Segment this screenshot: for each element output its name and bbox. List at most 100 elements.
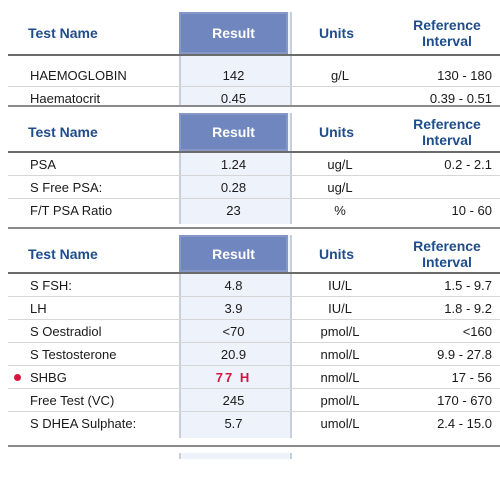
row-divider xyxy=(8,388,500,389)
test-result: 0.28 xyxy=(220,180,247,195)
test-name: S DHEA Sulphate: xyxy=(30,416,137,431)
result-column-stub xyxy=(179,453,292,459)
table-header: Test Name Result Units Reference Interva… xyxy=(8,113,500,151)
test-units: umol/L xyxy=(320,416,360,431)
header-rule xyxy=(8,272,500,274)
test-result: <70 xyxy=(222,324,245,339)
header-reference-interval: Reference Interval xyxy=(402,12,492,54)
header-result: Result xyxy=(179,12,288,54)
test-name: Free Test (VC) xyxy=(30,393,115,408)
test-units: IU/L xyxy=(328,301,352,316)
header-units: Units xyxy=(319,245,354,262)
test-name: F/T PSA Ratio xyxy=(30,203,113,218)
header-rule xyxy=(8,54,500,56)
row-divider xyxy=(8,319,500,320)
table-row: HAEMOGLOBIN 142 g/L 130 - 180 xyxy=(8,64,500,87)
section-divider xyxy=(8,227,500,229)
section-divider xyxy=(8,445,500,447)
header-result: Result xyxy=(179,235,288,272)
row-divider xyxy=(8,296,500,297)
test-result: 142 xyxy=(222,68,245,83)
table-row: S DHEA Sulphate: 5.7 umol/L 2.4 - 15.0 xyxy=(8,412,500,435)
test-reference: 170 - 670 xyxy=(437,393,492,408)
test-result: 23 xyxy=(226,203,241,218)
test-reference: 9.9 - 27.8 xyxy=(437,347,492,362)
test-result: 3.9 xyxy=(224,301,243,316)
section-divider xyxy=(8,105,500,107)
test-name: HAEMOGLOBIN xyxy=(30,68,127,83)
table-row: LH 3.9 IU/L 1.8 - 9.2 xyxy=(8,297,500,320)
test-units: g/L xyxy=(330,68,350,83)
results-table-psa: Test Name Result Units Reference Interva… xyxy=(8,113,500,224)
test-result: 20.9 xyxy=(220,347,247,362)
test-result: 245 xyxy=(222,393,245,408)
table-row: PSA 1.24 ug/L 0.2 - 2.1 xyxy=(8,153,500,176)
abnormal-flag-dot xyxy=(14,374,21,381)
test-units: ug/L xyxy=(327,157,353,172)
table-row-flagged: SHBG 77 H nmol/L 17 - 56 xyxy=(8,366,500,389)
test-units: pmol/L xyxy=(320,393,360,408)
test-name: S Testosterone xyxy=(30,347,117,362)
row-divider xyxy=(8,175,500,176)
test-result: 0.45 xyxy=(220,91,247,106)
table-row: Haematocrit 0.45 0.39 - 0.51 xyxy=(8,87,500,110)
header-test-name: Test Name xyxy=(28,245,98,262)
header-ref-line2: Interval xyxy=(422,253,472,270)
header-ref-line2: Interval xyxy=(422,132,472,148)
row-divider xyxy=(8,86,500,87)
test-reference: 0.39 - 0.51 xyxy=(429,91,492,106)
row-divider xyxy=(8,411,500,412)
test-units: ug/L xyxy=(327,180,353,195)
test-reference: 2.4 - 15.0 xyxy=(437,416,492,431)
test-units: pmol/L xyxy=(320,324,360,339)
test-reference: <160 xyxy=(462,324,492,339)
row-divider xyxy=(8,198,500,199)
table-header: Test Name Result Units Reference Interva… xyxy=(8,12,500,54)
test-reference: 1.8 - 9.2 xyxy=(444,301,492,316)
table-row: S Oestradiol <70 pmol/L <160 xyxy=(8,320,500,343)
header-units: Units xyxy=(319,25,354,41)
table-header: Test Name Result Units Reference Interva… xyxy=(8,235,500,272)
header-reference-interval: Reference Interval xyxy=(402,235,492,272)
row-divider xyxy=(8,365,500,366)
test-units: % xyxy=(334,203,346,218)
test-reference: 17 - 56 xyxy=(451,370,492,385)
test-result: 5.7 xyxy=(224,416,243,431)
header-ref-line1: Reference xyxy=(413,237,481,254)
test-name: S Oestradiol xyxy=(30,324,102,339)
test-reference: 130 - 180 xyxy=(437,68,492,83)
test-name: SHBG xyxy=(30,370,67,385)
header-ref-line1: Reference xyxy=(413,116,481,132)
results-table-hormones: Test Name Result Units Reference Interva… xyxy=(8,235,500,438)
table-row: S FSH: 4.8 IU/L 1.5 - 9.7 xyxy=(8,274,500,297)
header-ref-line1: Reference xyxy=(413,17,481,33)
test-units: IU/L xyxy=(328,278,352,293)
header-reference-interval: Reference Interval xyxy=(402,113,492,151)
test-name: LH xyxy=(30,301,47,316)
test-reference: 1.5 - 9.7 xyxy=(444,278,492,293)
test-name: S FSH: xyxy=(30,278,72,293)
test-result: 1.24 xyxy=(220,157,247,172)
test-name: PSA xyxy=(30,157,57,172)
test-units: nmol/L xyxy=(320,347,360,362)
test-result-high: 77 H xyxy=(215,370,252,385)
test-reference: 0.2 - 2.1 xyxy=(444,157,492,172)
test-result: 4.8 xyxy=(224,278,243,293)
test-reference xyxy=(372,176,492,199)
table-row: Free Test (VC) 245 pmol/L 170 - 670 xyxy=(8,389,500,412)
table-row: F/T PSA Ratio 23 % 10 - 60 xyxy=(8,199,500,222)
header-result: Result xyxy=(179,113,288,151)
row-divider xyxy=(8,342,500,343)
test-name: S Free PSA: xyxy=(30,180,103,195)
table-row: S Free PSA: 0.28 ug/L xyxy=(8,176,500,199)
results-table-haematology: Test Name Result Units Reference Interva… xyxy=(8,12,500,106)
test-name: Haematocrit xyxy=(30,91,101,106)
test-units: nmol/L xyxy=(320,370,360,385)
header-test-name: Test Name xyxy=(28,124,98,140)
header-units: Units xyxy=(319,124,354,140)
test-reference: 10 - 60 xyxy=(451,203,492,218)
header-test-name: Test Name xyxy=(28,25,98,41)
header-ref-line2: Interval xyxy=(422,33,472,49)
header-rule xyxy=(8,151,500,153)
table-row: S Testosterone 20.9 nmol/L 9.9 - 27.8 xyxy=(8,343,500,366)
